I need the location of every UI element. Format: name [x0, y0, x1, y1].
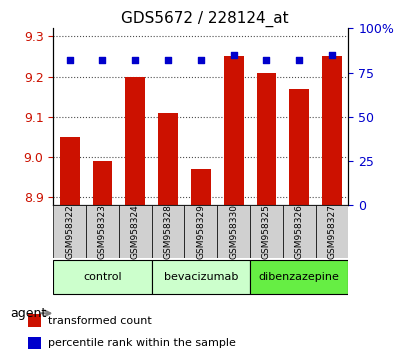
FancyBboxPatch shape [86, 205, 119, 258]
Text: GSM958327: GSM958327 [327, 204, 336, 259]
Text: agent: agent [10, 307, 46, 320]
Point [328, 52, 335, 58]
Text: percentile rank within the sample: percentile rank within the sample [48, 338, 236, 348]
Text: bevacizumab: bevacizumab [163, 272, 238, 282]
Text: GSM958324: GSM958324 [130, 205, 139, 259]
FancyBboxPatch shape [249, 260, 348, 294]
FancyBboxPatch shape [119, 205, 151, 258]
Text: GSM958326: GSM958326 [294, 204, 303, 259]
Point [99, 57, 106, 63]
Bar [256, 73, 276, 205]
FancyBboxPatch shape [217, 205, 249, 258]
FancyBboxPatch shape [53, 205, 86, 258]
Point [295, 57, 302, 63]
Bar [28, 337, 41, 349]
Point [230, 52, 236, 58]
Text: GSM958322: GSM958322 [65, 205, 74, 259]
Bar [223, 57, 243, 205]
Bar [92, 161, 112, 205]
FancyBboxPatch shape [315, 205, 348, 258]
Bar [60, 137, 79, 205]
Text: GSM958325: GSM958325 [261, 204, 270, 259]
Bar [28, 314, 41, 327]
Bar [289, 88, 308, 205]
Bar [125, 76, 145, 205]
Text: GSM958323: GSM958323 [98, 204, 107, 259]
Text: GSM958329: GSM958329 [196, 204, 205, 259]
Text: dibenzazepine: dibenzazepine [258, 272, 339, 282]
FancyBboxPatch shape [249, 205, 282, 258]
FancyBboxPatch shape [151, 205, 184, 258]
Text: GDS5672 / 228124_at: GDS5672 / 228124_at [121, 11, 288, 27]
FancyBboxPatch shape [151, 260, 249, 294]
FancyBboxPatch shape [282, 205, 315, 258]
FancyBboxPatch shape [184, 205, 217, 258]
Text: transformed count: transformed count [48, 316, 152, 326]
Point [164, 57, 171, 63]
Point [66, 57, 73, 63]
Text: GSM958328: GSM958328 [163, 204, 172, 259]
Bar [191, 169, 210, 205]
Point [263, 57, 269, 63]
FancyBboxPatch shape [53, 260, 151, 294]
Text: control: control [83, 272, 121, 282]
Bar [158, 113, 178, 205]
Point [132, 57, 138, 63]
Bar [321, 57, 341, 205]
Point [197, 57, 204, 63]
Text: GSM958330: GSM958330 [229, 204, 238, 259]
